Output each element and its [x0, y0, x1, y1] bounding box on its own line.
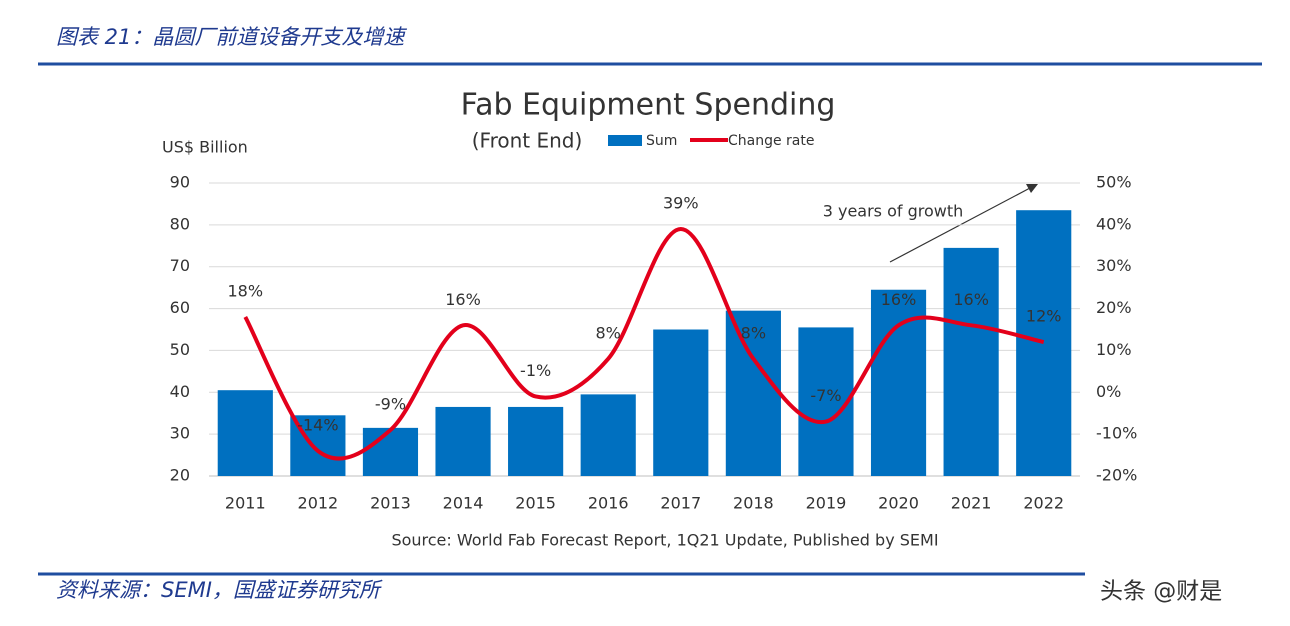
data-label: 12%: [1026, 307, 1062, 326]
y2-tick-label: 10%: [1096, 340, 1132, 359]
y-tick-label: 90: [170, 173, 190, 192]
y-tick-label: 30: [170, 424, 190, 443]
data-label: 16%: [881, 290, 917, 309]
y2-tick-label: -20%: [1096, 466, 1137, 485]
x-tick-label: 2012: [298, 494, 339, 513]
footer-source: 资料来源：SEMI，国盛证券研究所: [56, 578, 383, 602]
y-tick-label: 40: [170, 382, 190, 401]
watermark: 头条 @财是: [1100, 579, 1222, 605]
arrow-head: [1026, 184, 1038, 193]
data-label: 8%: [596, 323, 621, 342]
legend-label: Change rate: [728, 133, 815, 149]
x-tick-label: 2017: [660, 494, 701, 513]
bar: [580, 394, 636, 476]
legend-label: Sum: [646, 133, 677, 149]
bar: [508, 406, 564, 476]
data-label: -1%: [520, 361, 551, 380]
y-tick-label: 20: [170, 466, 190, 485]
x-tick-label: 2020: [878, 494, 919, 513]
bar: [870, 289, 927, 476]
data-label: 18%: [228, 281, 264, 300]
legend-swatch: [608, 135, 642, 146]
chart-subtitle: (Front End): [472, 129, 583, 153]
y2-tick-label: 30%: [1096, 256, 1132, 275]
x-tick-label: 2018: [733, 494, 774, 513]
x-tick-label: 2021: [951, 494, 992, 513]
x-tick-label: 2013: [370, 494, 411, 513]
bar: [653, 329, 709, 476]
bar: [943, 247, 999, 476]
x-tick-label: 2019: [806, 494, 847, 513]
y2-tick-label: 50%: [1096, 173, 1132, 192]
data-label: 39%: [663, 194, 699, 213]
x-tick-label: 2016: [588, 494, 629, 513]
y2-tick-label: 40%: [1096, 214, 1132, 233]
x-tick-label: 2011: [225, 494, 266, 513]
y2-tick-label: 20%: [1096, 298, 1132, 317]
data-label: -14%: [297, 415, 338, 434]
x-tick-label: 2015: [515, 494, 556, 513]
x-tick-label: 2014: [443, 494, 484, 513]
y-tick-label: 70: [170, 256, 190, 275]
bar: [725, 310, 781, 476]
data-label: 16%: [445, 290, 481, 309]
y2-tick-label: -10%: [1096, 424, 1137, 443]
annotation: 3 years of growth: [823, 202, 964, 221]
change-rate-line: [243, 227, 1045, 461]
data-label: 8%: [741, 323, 766, 342]
y-tick-label: 50: [170, 340, 190, 359]
bar: [217, 390, 273, 476]
bar: [435, 406, 491, 476]
chart-title: Fab Equipment Spending: [461, 88, 836, 123]
y-tick-label: 60: [170, 298, 190, 317]
y-tick-label: 80: [170, 214, 190, 233]
bar: [362, 427, 419, 476]
y-axis-label: US$ Billion: [162, 138, 248, 157]
data-label: -9%: [375, 394, 406, 413]
header-title: 图表 21：晶圆厂前道设备开支及增速: [56, 25, 407, 49]
source-note: Source: World Fab Forecast Report, 1Q21 …: [391, 531, 938, 550]
bar: [1016, 210, 1072, 476]
bar: [798, 327, 854, 476]
watermark-bg: [1085, 572, 1290, 612]
data-label: 16%: [953, 290, 989, 309]
x-tick-label: 2022: [1023, 494, 1064, 513]
y2-tick-label: 0%: [1096, 382, 1121, 401]
data-label: -7%: [810, 386, 841, 405]
